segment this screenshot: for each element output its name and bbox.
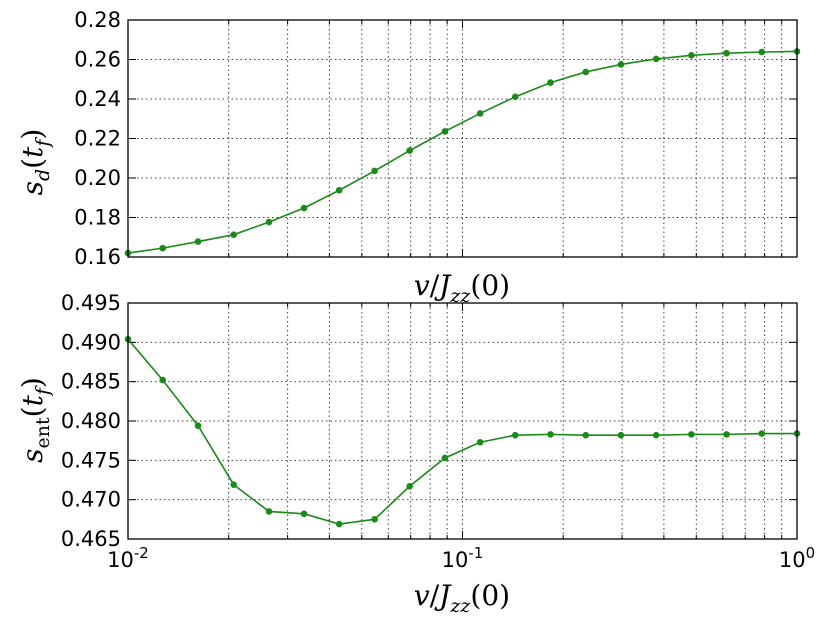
data-point [335, 520, 343, 528]
y-tick-label: 0.475 [61, 448, 121, 472]
data-point [582, 431, 590, 439]
data-point [371, 516, 378, 523]
J-argument: (0) [470, 579, 510, 612]
data-point [617, 431, 625, 439]
t-symbol: t [16, 146, 49, 158]
data-point [441, 454, 449, 462]
J-symbol: J [434, 269, 452, 302]
top-y-tick-labels: 0.16 0.18 0.20 0.22 0.24 0.26 0.28 [74, 8, 121, 269]
t-subscript: f [32, 385, 54, 397]
y-tick-label: 0.16 [74, 245, 121, 269]
y-tick-label: 0.470 [61, 488, 121, 512]
tick-base: 10 [107, 548, 134, 572]
data-point [723, 49, 730, 57]
s-symbol: s [16, 448, 49, 462]
close-paren: ) [16, 377, 49, 388]
bottom-y-axis-label: sent(tf) [16, 377, 54, 463]
top-series [124, 48, 801, 257]
y-tick-label: 0.490 [61, 330, 121, 354]
s-subscript: ent [32, 417, 54, 448]
data-point [300, 510, 308, 518]
data-point [194, 238, 202, 245]
data-point [371, 167, 378, 175]
y-tick-label: 0.22 [74, 127, 121, 151]
data-point [476, 110, 484, 117]
data-point [406, 147, 413, 154]
data-point [441, 128, 449, 135]
data-point [652, 55, 660, 63]
y-tick-label: 0.485 [61, 370, 121, 394]
x-tick-label: 100 [779, 544, 815, 572]
v-symbol: v [414, 579, 430, 612]
x-tick-label: 10-2 [107, 544, 149, 572]
data-point [547, 431, 554, 438]
y-tick-label: 0.26 [74, 48, 121, 72]
top-plot-frame [127, 19, 798, 258]
tick-base: 10 [779, 548, 806, 572]
data-point [300, 204, 308, 212]
data-point [335, 186, 343, 194]
y-tick-label: 0.495 [61, 291, 121, 315]
J-subscript: zz [449, 285, 471, 307]
data-point [230, 231, 237, 238]
data-point [547, 79, 554, 86]
data-point [230, 481, 237, 489]
data-point [406, 482, 413, 490]
J-symbol: J [434, 579, 452, 612]
open-paren: ( [16, 158, 49, 169]
data-point [159, 376, 167, 384]
data-point [511, 93, 519, 101]
y-tick-label: 0.20 [74, 166, 121, 190]
data-point [511, 431, 519, 439]
bottom-plot-frame [127, 302, 798, 540]
bottom-x-tick-labels: 10-2 10-1 100 [107, 544, 815, 572]
top-panel: 0.16 0.18 0.20 0.22 0.24 0.26 0.28 sd(tf) v/Jz… [16, 8, 801, 307]
x-tick-label: 10-1 [442, 544, 484, 572]
bottom-y-tick-labels: 0.465 0.470 0.475 0.480 0.485 0.490 0.495 [61, 291, 121, 551]
t-symbol: t [16, 394, 49, 406]
J-subscript: zz [449, 595, 471, 617]
y-tick-label: 0.465 [61, 527, 121, 551]
data-point [758, 430, 766, 437]
top-y-axis-label: sd(tf) [16, 129, 54, 196]
v-symbol: v [414, 269, 430, 302]
data-point [265, 508, 273, 515]
data-point [159, 244, 167, 252]
data-point [688, 431, 695, 438]
data-point [582, 68, 590, 76]
data-point [476, 438, 484, 446]
data-point [758, 48, 766, 56]
data-point [265, 218, 273, 226]
J-argument: (0) [470, 269, 510, 302]
series-line [127, 50, 798, 254]
tick-exponent: -1 [468, 544, 483, 562]
data-point [652, 431, 660, 439]
y-tick-label: 0.480 [61, 409, 121, 433]
series-line [127, 338, 797, 525]
bottom-x-axis-label: v/Jzz(0) [414, 579, 510, 617]
top-grid [128, 20, 797, 257]
tick-base: 10 [442, 548, 469, 572]
open-paren: ( [16, 406, 49, 417]
slash: / [430, 579, 440, 612]
y-tick-label: 0.24 [74, 87, 121, 111]
bottom-grid [128, 303, 797, 539]
y-tick-label: 0.18 [74, 206, 121, 230]
bottom-series [124, 335, 801, 528]
data-point [723, 431, 730, 438]
close-paren: ) [16, 129, 49, 140]
t-subscript: f [32, 137, 54, 149]
data-point [688, 52, 695, 59]
y-tick-label: 0.28 [74, 8, 121, 32]
tick-exponent: 0 [806, 544, 816, 562]
top-x-axis-label: v/Jzz(0) [414, 269, 510, 307]
slash: / [430, 269, 440, 302]
s-symbol: s [16, 181, 49, 195]
data-point [194, 422, 202, 430]
tick-exponent: -2 [134, 544, 149, 562]
s-subscript: d [32, 169, 54, 181]
data-point [617, 61, 625, 68]
